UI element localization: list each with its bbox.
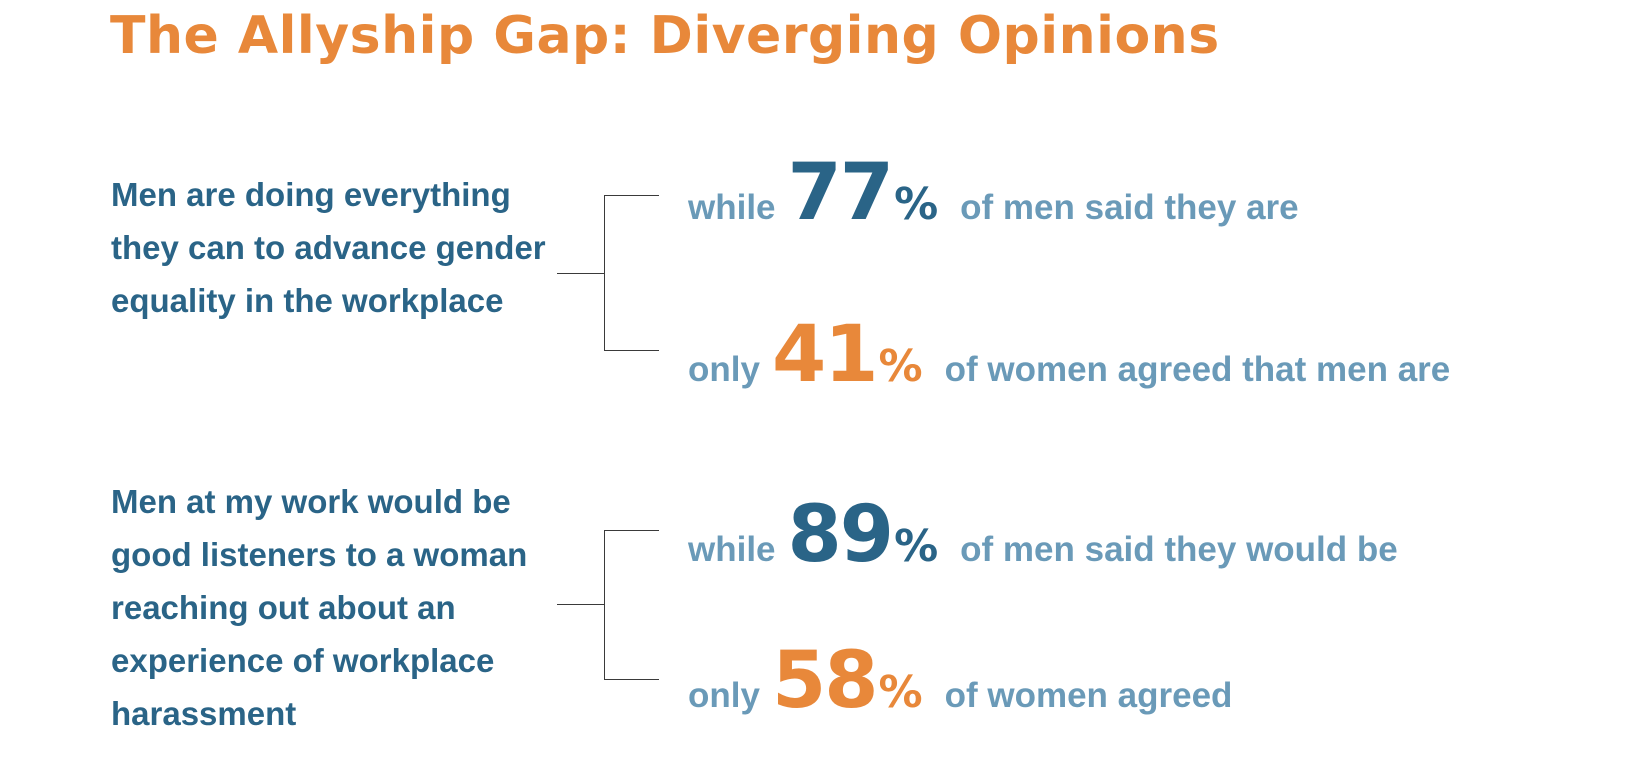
stat-lead: while: [688, 530, 776, 569]
page-title: The Allyship Gap: Diverging Opinions: [110, 6, 1220, 66]
bracket-connector-1: [557, 273, 605, 274]
stat-row-women-2: only 58 % of women agreed: [688, 636, 1232, 726]
stat-value-men: 77: [787, 148, 895, 238]
bracket-1: [604, 195, 659, 351]
stat-row-men-1: while 77 % of men said they are: [688, 148, 1299, 238]
stat-text: of men said they would be: [960, 530, 1398, 569]
bracket-2: [604, 530, 659, 680]
statement-1: Men are doing everything they can to adv…: [111, 176, 546, 319]
stat-lead: while: [688, 188, 776, 227]
stat-text: of men said they are: [960, 188, 1299, 227]
stat-text: of women agreed that men are: [944, 350, 1451, 389]
stat-value-men: 89: [787, 490, 895, 580]
stat-lead: only: [688, 676, 760, 715]
stat-value-women: 58: [771, 636, 879, 726]
bracket-connector-2: [557, 604, 605, 605]
stat-unit: %: [894, 521, 939, 572]
stat-unit: %: [878, 341, 923, 392]
stat-row-women-1: only 41 % of women agreed that men are: [688, 310, 1450, 400]
statement-2: Men at my work would be good listeners t…: [111, 483, 528, 732]
stat-unit: %: [894, 179, 939, 230]
stat-row-men-2: while 89 % of men said they would be: [688, 490, 1398, 580]
stat-unit: %: [878, 667, 923, 718]
stat-value-women: 41: [771, 310, 879, 400]
stat-lead: only: [688, 350, 760, 389]
stat-text: of women agreed: [944, 676, 1233, 715]
